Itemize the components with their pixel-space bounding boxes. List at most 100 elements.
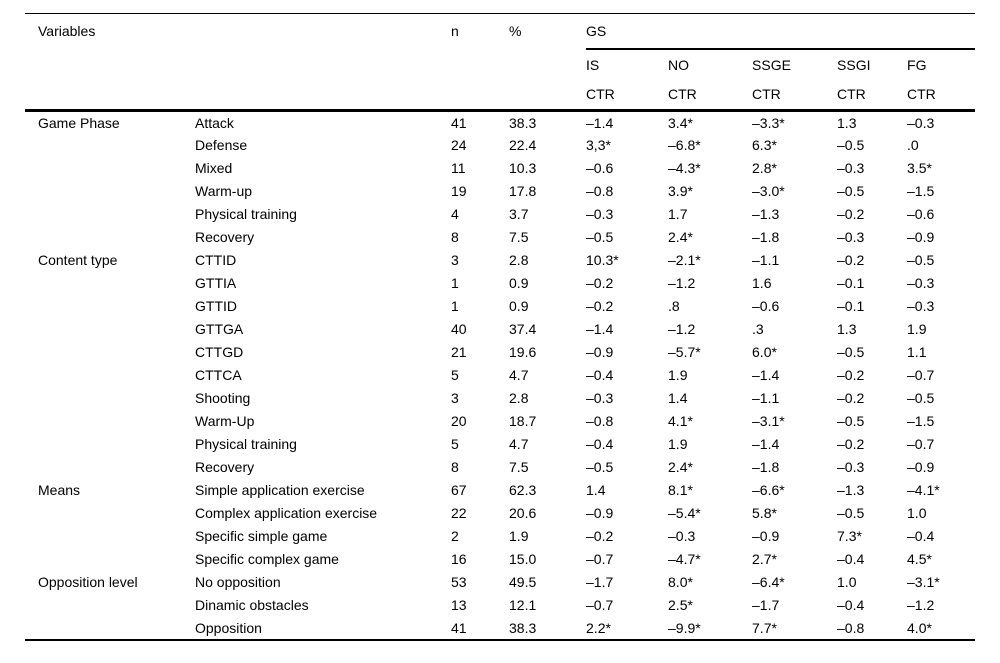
col-header-is: IS: [586, 56, 600, 73]
table-row: Recovery 8 7.5 –0.5 2.4* –1.8 –0.3 –0.9: [25, 226, 975, 249]
col-header-n: n: [451, 23, 459, 40]
subheader-ctr: CTR: [586, 79, 669, 112]
cell-pct: 7.5: [509, 459, 529, 475]
cell-n: 40: [451, 321, 467, 337]
cell-n: 1: [451, 275, 459, 291]
cell-ssgi-ctr: –0.2: [837, 436, 865, 452]
cell-fg-ctr: –0.9: [907, 459, 935, 475]
table-row: Mixed 11 10.3 –0.6 –4.3* 2.8* –0.3 3.5*: [25, 157, 975, 180]
table-row: Recovery 8 7.5 –0.5 2.4* –1.8 –0.3 –0.9: [25, 456, 975, 479]
cell-n: 3: [451, 390, 459, 406]
group-label: [25, 341, 195, 364]
cell-ssgi-ctr: –1.3: [837, 482, 865, 498]
header-row-ctr: CTR CTR CTR CTR CTR: [25, 79, 976, 112]
group-label: [25, 226, 195, 249]
table-row: Shooting 3 2.8 –0.3 1.4 –1.1 –0.2 –0.5: [25, 387, 975, 410]
row-label: Physical training: [195, 436, 297, 452]
col-header-no: NO: [668, 56, 690, 73]
row-label: Simple application exercise: [195, 482, 365, 498]
cell-no-ctr: –1.2: [668, 275, 696, 291]
cell-fg-ctr: –0.4: [907, 528, 935, 544]
cell-pct: 10.3: [509, 160, 537, 176]
cell-ssge-ctr: –1.7: [752, 597, 780, 613]
cell-is-ctr: 2.2*: [586, 619, 611, 636]
row-label: Specific simple game: [195, 528, 328, 544]
group-label: Game Phase: [38, 114, 120, 131]
cell-ssge-ctr: 2.7*: [752, 551, 777, 567]
cell-is-ctr: –0.8: [586, 413, 614, 429]
table-row: CTTCA 5 4.7 –0.4 1.9 –1.4 –0.2 –0.7: [25, 364, 975, 387]
cell-no-ctr: 1.9: [668, 367, 688, 383]
table-row: Specific simple game 2 1.9 –0.2 –0.3 –0.9 7.3*…: [25, 525, 975, 548]
cell-no-ctr: –0.3: [668, 528, 696, 544]
row-label: No opposition: [195, 574, 281, 590]
cell-ssgi-ctr: –0.4: [837, 551, 865, 567]
cell-fg-ctr: –1.5: [907, 413, 935, 429]
cell-n: 24: [451, 137, 467, 153]
group-label: [25, 318, 195, 341]
cell-ssge-ctr: –1.4: [752, 436, 780, 452]
cell-ssgi-ctr: –0.5: [837, 413, 865, 429]
cell-ssge-ctr: –3.1*: [752, 413, 785, 429]
group-label: [25, 617, 195, 640]
cell-no-ctr: 8.0*: [668, 574, 693, 590]
spacer-cell: [25, 79, 452, 112]
cell-ssgi-ctr: –0.8: [837, 619, 865, 636]
cell-ssge-ctr: .3: [752, 321, 764, 337]
cell-no-ctr: 1.4: [668, 390, 688, 406]
cell-pct: 62.3: [509, 482, 537, 498]
cell-is-ctr: 1.4: [586, 482, 606, 498]
cell-ssgi-ctr: 1.0: [837, 574, 857, 590]
cell-ssgi-ctr: 7.3*: [837, 528, 862, 544]
cell-ssgi-ctr: –0.3: [837, 229, 865, 245]
table-row: Defense 24 22.4 3,3* –6.8* 6.3* –0.5 .0: [25, 134, 975, 157]
cell-is-ctr: –0.8: [586, 183, 614, 199]
cell-is-ctr: –0.2: [586, 275, 614, 291]
group-label: [25, 594, 195, 617]
stats-table: Variables n % GS IS NO SSGE SSGI FG CTR: [25, 13, 976, 641]
cell-n: 53: [451, 574, 467, 590]
row-label: Shooting: [195, 390, 251, 406]
spacer-cell: [509, 79, 587, 112]
cell-pct: 17.8: [509, 183, 537, 199]
cell-is-ctr: –0.5: [586, 229, 614, 245]
cell-ssgi-ctr: 1.3: [837, 321, 857, 337]
header-row-top: Variables n % GS: [25, 13, 976, 50]
row-label: CTTID: [195, 252, 237, 268]
table-row: Content type CTTID 3 2.8 10.3* –2.1* –1.1 –0.2 –…: [25, 249, 975, 272]
group-label: [25, 203, 195, 226]
group-label: [25, 502, 195, 525]
cell-n: 20: [451, 413, 467, 429]
cell-no-ctr: .8: [668, 298, 680, 314]
cell-n: 21: [451, 344, 467, 360]
cell-ssgi-ctr: –0.4: [837, 597, 865, 613]
cell-ssge-ctr: 2.8*: [752, 160, 777, 176]
cell-no-ctr: 2.4*: [668, 459, 693, 475]
cell-pct: 12.1: [509, 597, 537, 613]
cell-n: 67: [451, 482, 467, 498]
cell-no-ctr: 2.4*: [668, 229, 693, 245]
cell-no-ctr: 8.1*: [668, 482, 693, 498]
cell-no-ctr: –5.7*: [668, 344, 701, 360]
cell-n: 5: [451, 436, 459, 452]
cell-ssge-ctr: 1.6: [752, 275, 772, 291]
cell-fg-ctr: 3.5*: [907, 160, 932, 176]
table-row: Complex application exercise 22 20.6 –0.9 –5…: [25, 502, 975, 525]
cell-ssge-ctr: –6.4*: [752, 574, 785, 590]
cell-ssgi-ctr: –0.3: [837, 160, 865, 176]
cell-no-ctr: 1.9: [668, 436, 688, 452]
cell-pct: 19.6: [509, 344, 537, 360]
cell-n: 3: [451, 252, 459, 268]
cell-n: 13: [451, 597, 467, 613]
table-header: Variables n % GS IS NO SSGE SSGI FG CTR: [25, 13, 976, 112]
table-row: Warm-up 19 17.8 –0.8 3.9* –3.0* –0.5 –1.5: [25, 180, 975, 203]
group-label: Means: [38, 482, 81, 498]
cell-fg-ctr: –3.1*: [907, 574, 940, 590]
cell-pct: 38.3: [509, 619, 537, 636]
group-label: [25, 525, 195, 548]
cell-pct: 15.0: [509, 551, 537, 567]
cell-n: 5: [451, 367, 459, 383]
cell-pct: 4.7: [509, 436, 529, 452]
cell-is-ctr: –0.5: [586, 459, 614, 475]
cell-fg-ctr: .0: [907, 137, 919, 153]
